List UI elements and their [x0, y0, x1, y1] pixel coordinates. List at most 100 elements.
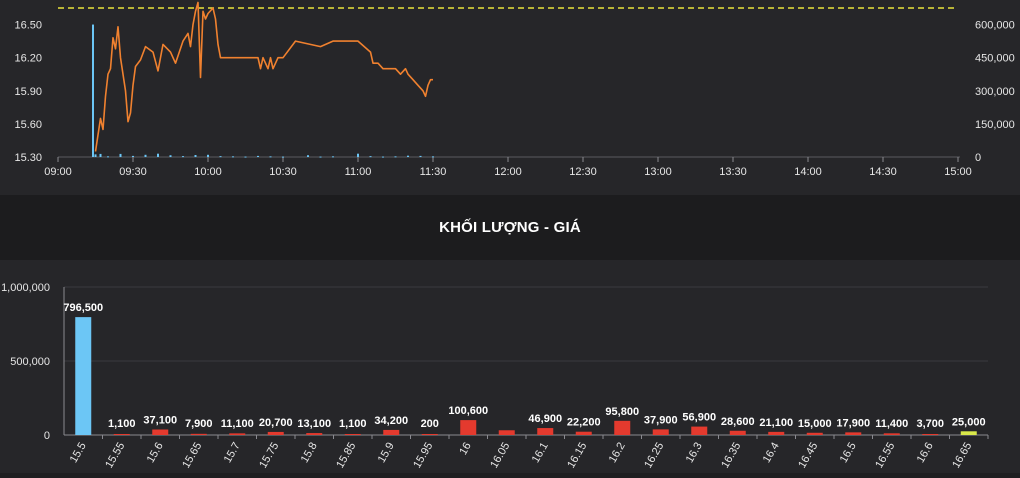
bar-value-label: 37,100 [143, 415, 177, 427]
volume-price-bar [344, 434, 361, 435]
volume-price-bar [113, 434, 130, 435]
volume-bar [244, 156, 247, 158]
volume-bar [169, 155, 172, 157]
x-tick-label: 15.5 [68, 441, 89, 466]
volume-bar [269, 156, 272, 158]
y-tick-label-right: 450,000 [975, 53, 1015, 65]
volume-price-bar [383, 429, 400, 435]
volume-price-bar [768, 431, 785, 435]
x-tick-label: 15.8 [299, 441, 320, 466]
volume-bar [282, 156, 284, 158]
volume-price-bar [806, 432, 823, 435]
x-tick-label: 10:30 [269, 166, 297, 178]
y-tick-label-right: 0 [975, 152, 981, 164]
volume-bar [319, 156, 322, 158]
volume-price-bar [229, 433, 246, 435]
volume-price-bar [922, 434, 939, 435]
bar-value-label: 17,900 [836, 417, 870, 429]
x-tick-label: 16.4 [761, 441, 782, 466]
x-tick-label: 16.25 [642, 441, 666, 471]
volume-bar [119, 153, 122, 157]
y-tick-label-left: 15.30 [14, 152, 42, 164]
x-tick-label: 16.6 [915, 441, 936, 466]
x-tick-label: 16 [457, 441, 474, 458]
volume-bar [99, 153, 102, 157]
volume-price-bar [960, 431, 977, 435]
volume-bar [92, 24, 94, 157]
volume-bar [194, 155, 197, 157]
volume-bar [219, 156, 222, 158]
x-tick-label: 15.85 [334, 441, 358, 471]
x-tick-label: 15.55 [103, 441, 127, 471]
x-tick-label: 16.55 [873, 441, 897, 471]
volume-price-bar [691, 426, 708, 435]
y-tick-label-left: 15.90 [14, 86, 42, 98]
volume-price-bar [575, 431, 592, 435]
x-tick-label: 14:30 [869, 166, 897, 178]
y-tick-label-left: 16.50 [14, 20, 42, 32]
chart-title: KHỐI LƯỢNG - GIÁ [439, 219, 581, 236]
volume-price-bar [729, 430, 746, 435]
volume-price-bar [421, 434, 438, 435]
volume-price-chart: 0 500,000 1,000,000 796,500 15.5 1,100 15.55 37… [0, 260, 1020, 473]
volume-price-bar [75, 317, 92, 435]
volume-bar [394, 156, 397, 158]
x-tick-label: 16.05 [488, 441, 512, 471]
y-tick-label-left: 16.20 [14, 53, 42, 65]
x-tick-label: 16.2 [607, 441, 628, 466]
bar-value-label: 22,200 [567, 417, 601, 429]
x-tick-label: 12:00 [494, 166, 522, 178]
price-line [94, 1, 433, 152]
y-tick-label: 1,000,000 [1, 282, 50, 294]
volume-price-bar [883, 433, 900, 435]
bar-value-label: 3,700 [916, 418, 944, 430]
bar-value-label: 15,000 [798, 418, 832, 430]
volume-bar [407, 155, 409, 157]
bar-value-label: 13,100 [297, 418, 331, 430]
x-tick-label: 11:00 [345, 166, 372, 178]
bar-value-label: 796,500 [63, 302, 103, 314]
x-tick-label: 15.65 [180, 441, 204, 471]
x-tick-label: 13:00 [644, 166, 672, 178]
x-tick-label: 10:00 [194, 166, 222, 178]
y-tick-label: 500,000 [10, 356, 50, 368]
bar-value-label: 11,100 [221, 418, 254, 430]
x-tick-label: 15.7 [222, 441, 243, 466]
intraday-svg: 15.30 15.60 15.90 16.20 16.50 0 150,000 300,000… [14, 1, 1015, 178]
x-tick-label: 15:00 [944, 166, 972, 178]
x-tick-label: 15.95 [411, 441, 435, 471]
volume-bar [307, 155, 309, 157]
volume-price-bar [152, 429, 169, 435]
volume-bar [382, 156, 384, 158]
bar-value-label: 28,600 [721, 416, 755, 428]
bar-value-label: 1,100 [339, 418, 367, 430]
bar-value-label: 20,700 [259, 417, 293, 429]
x-tick-label: 11:30 [420, 166, 447, 178]
volume-price-bar [614, 420, 631, 435]
volume-bar [369, 156, 372, 158]
volume-bar [94, 154, 97, 157]
volume-bar [419, 155, 422, 157]
x-tick-label: 12:30 [569, 166, 597, 178]
bar-value-label: 11,400 [875, 418, 908, 430]
volume-price-bar [460, 420, 477, 435]
bar-value-label: 37,900 [644, 414, 678, 426]
bar-value-label: 25,000 [952, 416, 986, 428]
volume-bar [132, 155, 134, 157]
bar-value-label: 200 [421, 418, 439, 430]
x-tick-label: 16.5 [838, 441, 859, 466]
bar-value-label: 100,600 [448, 405, 488, 417]
bar-value-label: 21,100 [759, 417, 793, 429]
volume-bar [257, 155, 259, 157]
volume-price-bar [498, 430, 515, 435]
y-tick-label-right: 600,000 [975, 20, 1015, 32]
volume-bar [232, 156, 234, 158]
bar-value-label: 7,900 [185, 418, 213, 430]
y-tick-label: 0 [44, 430, 50, 442]
volume-price-bar [652, 429, 669, 435]
x-tick-label: 15.6 [145, 441, 166, 466]
bar-value-label: 46,900 [528, 413, 562, 425]
y-tick-label-left: 15.60 [14, 119, 42, 131]
x-tick-label: 16.15 [565, 441, 589, 471]
volume-bar [207, 154, 209, 157]
